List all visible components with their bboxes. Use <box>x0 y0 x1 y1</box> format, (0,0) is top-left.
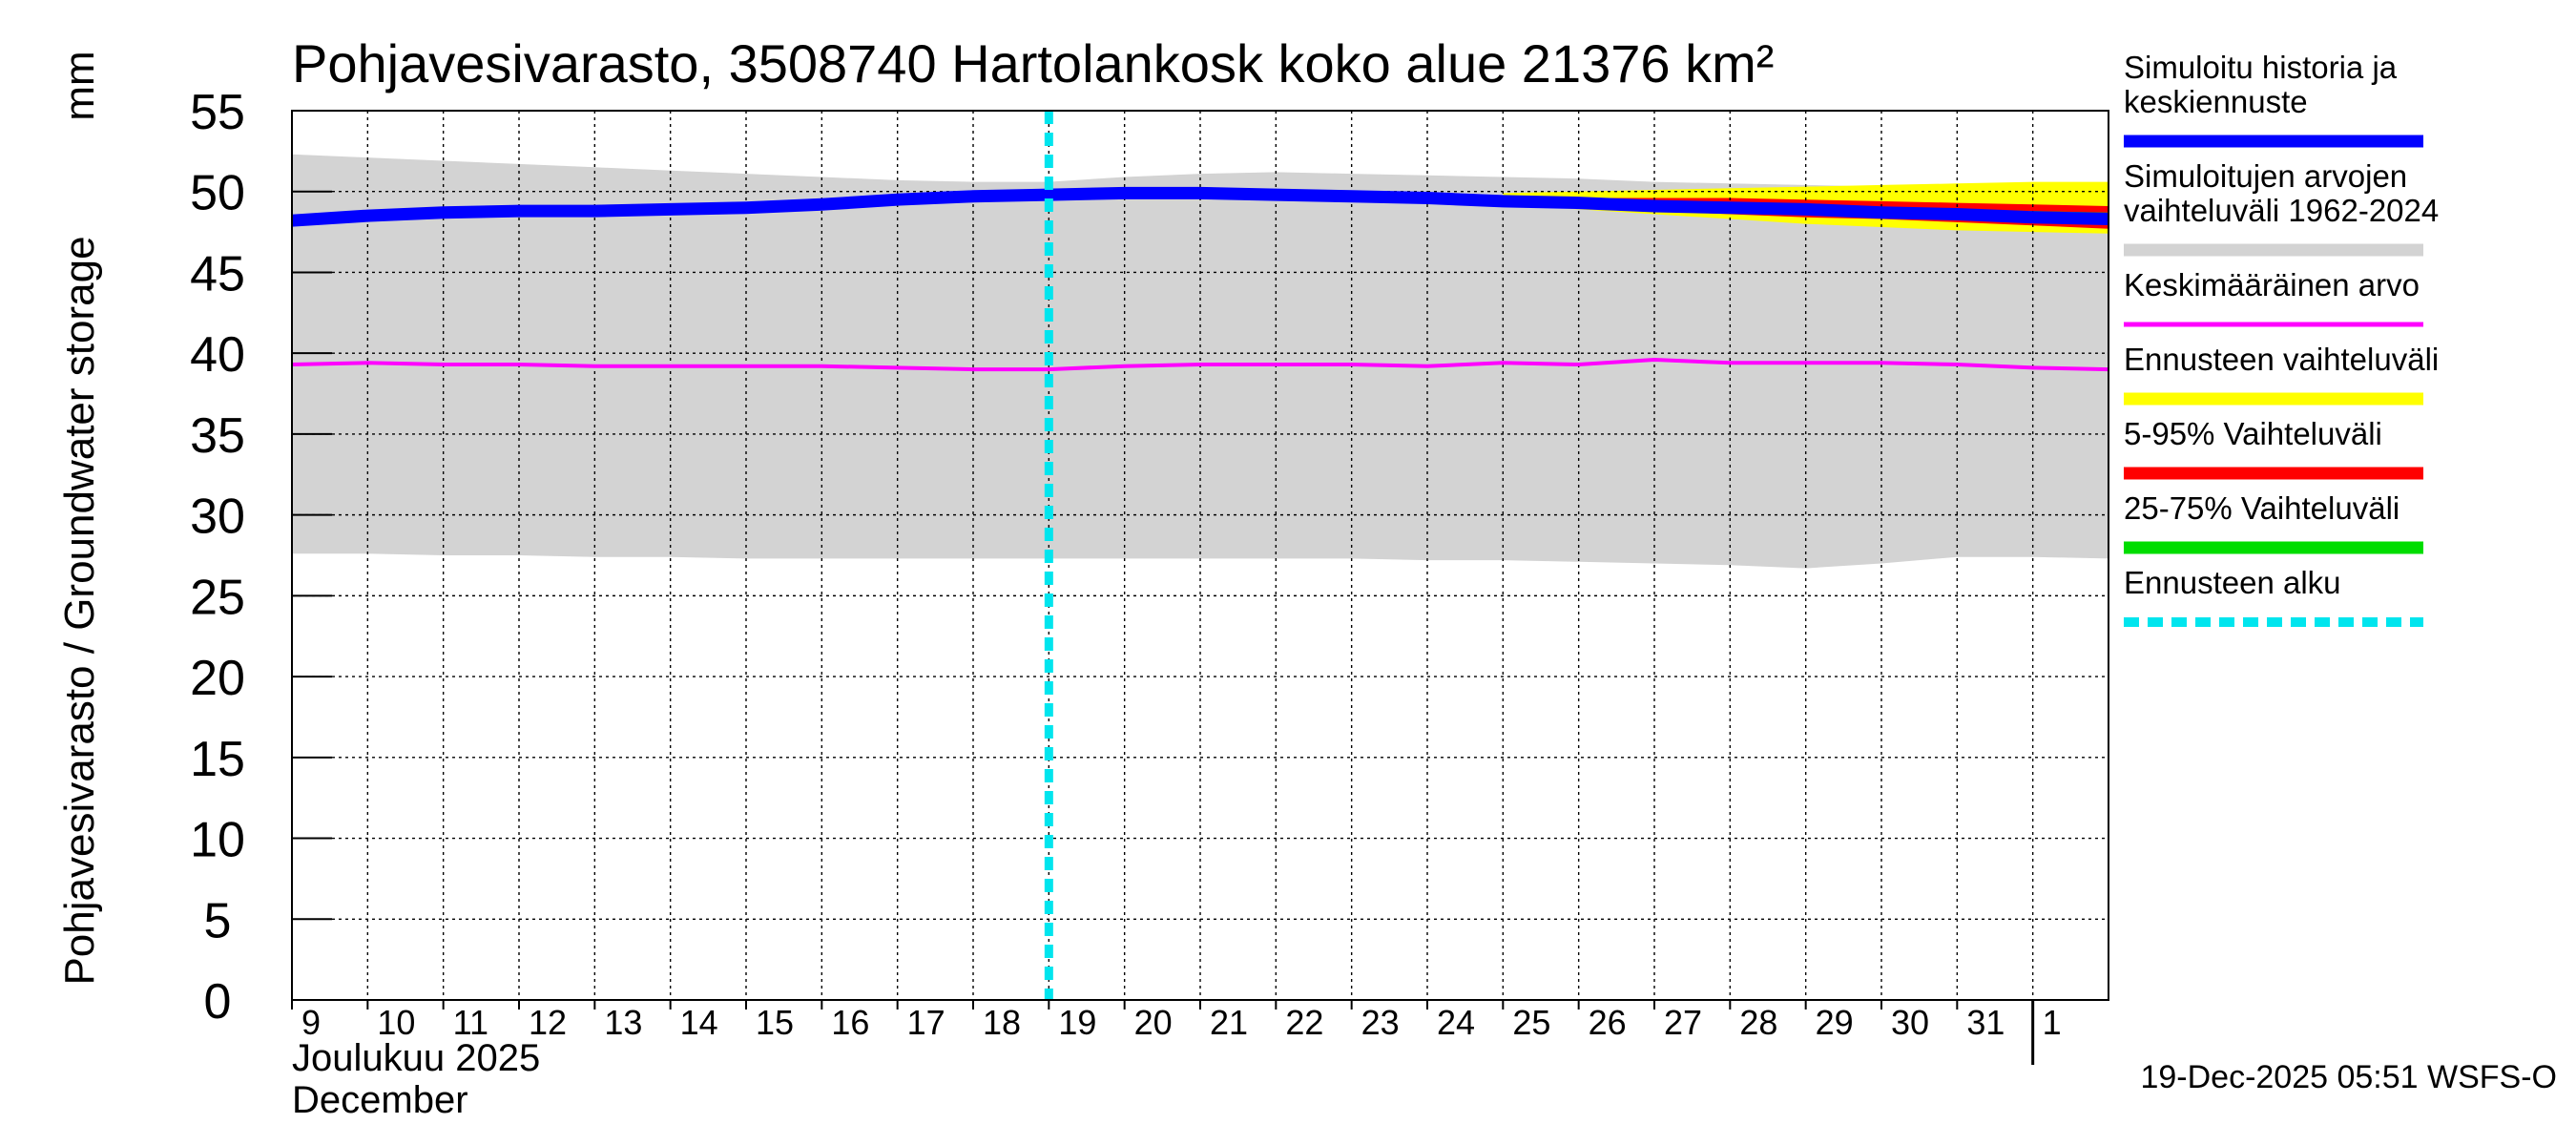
y-tick-label: 35 <box>190 408 245 464</box>
legend-label: 5-95% Vaihteluväli <box>2124 416 2382 451</box>
y-tick-label: 55 <box>190 85 245 140</box>
x-tick-label: 26 <box>1589 1003 1627 1042</box>
x-tick-label: 15 <box>756 1003 794 1042</box>
y-tick-label: 15 <box>190 732 245 787</box>
legend-label: vaihteluväli 1962-2024 <box>2124 193 2439 228</box>
grid-lines <box>292 111 2109 1000</box>
x-tick-label: 10 <box>377 1003 415 1042</box>
x-tick-label: 24 <box>1437 1003 1475 1042</box>
y-tick-labels: 0 5 10 15 20 25 30 35 40 45 50 55 <box>190 85 245 1030</box>
x-tick-label: 22 <box>1285 1003 1323 1042</box>
y-tick-label: 5 <box>204 893 232 948</box>
x-tick-label: 21 <box>1210 1003 1248 1042</box>
legend-label: Simuloitujen arvojen <box>2124 158 2407 194</box>
y-tick-label: 20 <box>190 651 245 706</box>
legend-label: Ennusteen vaihteluväli <box>2124 342 2439 377</box>
x-tick-label: 14 <box>680 1003 718 1042</box>
y-tick-label: 40 <box>190 327 245 383</box>
x-tick-label: 31 <box>1966 1003 2005 1042</box>
y-tick-label: 50 <box>190 166 245 221</box>
month-label-en: December <box>292 1079 468 1121</box>
chart-title: Pohjavesivarasto, 3508740 Hartolankosk k… <box>292 33 1774 94</box>
x-tick-label: 19 <box>1058 1003 1096 1042</box>
y-axis-unit: mm <box>56 51 103 120</box>
y-tick-label: 10 <box>190 813 245 868</box>
x-tick-label: 20 <box>1134 1003 1173 1042</box>
legend-label: 25-75% Vaihteluväli <box>2124 490 2399 526</box>
x-tick-label: 25 <box>1512 1003 1550 1042</box>
month-label-fi: Joulukuu 2025 <box>292 1037 540 1079</box>
line-mean <box>291 358 2109 372</box>
axes <box>291 110 2109 1065</box>
x-tick-label: 17 <box>907 1003 945 1042</box>
x-tick-label: 13 <box>604 1003 642 1042</box>
y-tick-label: 25 <box>190 570 245 625</box>
y-tick-label: 30 <box>190 489 245 545</box>
y-tick-label: 45 <box>190 246 245 302</box>
legend-label: keskiennuste <box>2124 84 2308 119</box>
legend-label: Keskimääräinen arvo <box>2124 267 2420 302</box>
x-tick-label: 23 <box>1361 1003 1400 1042</box>
legend-label: Ennusteen alku <box>2124 565 2341 600</box>
y-tick-label: 0 <box>204 974 232 1030</box>
line-simulated <box>291 186 2109 227</box>
footer-timestamp: 19-Dec-2025 05:51 WSFS-O <box>2140 1059 2557 1095</box>
legend-label: Simuloitu historia ja <box>2124 50 2398 85</box>
x-tick-label: 18 <box>983 1003 1021 1042</box>
x-tick-labels: 9 10 11 12 13 14 15 16 17 18 19 20 21 22 23 24 25 26 27 28 2… <box>301 1003 2062 1042</box>
x-tick-label: 9 <box>301 1003 321 1042</box>
x-tick-label: 30 <box>1891 1003 1929 1042</box>
x-tick-label: 29 <box>1816 1003 1854 1042</box>
x-tick-label: 16 <box>831 1003 869 1042</box>
x-tick-label: 1 <box>2043 1003 2062 1042</box>
x-tick-label: 11 <box>453 1003 488 1042</box>
x-tick-label: 12 <box>529 1003 567 1042</box>
x-tick-label: 28 <box>1739 1003 1777 1042</box>
y-axis-label: Pohjavesivarasto / Groundwater storage <box>56 236 103 985</box>
x-tick-label: 27 <box>1664 1003 1702 1042</box>
series-lines <box>291 111 2109 1000</box>
